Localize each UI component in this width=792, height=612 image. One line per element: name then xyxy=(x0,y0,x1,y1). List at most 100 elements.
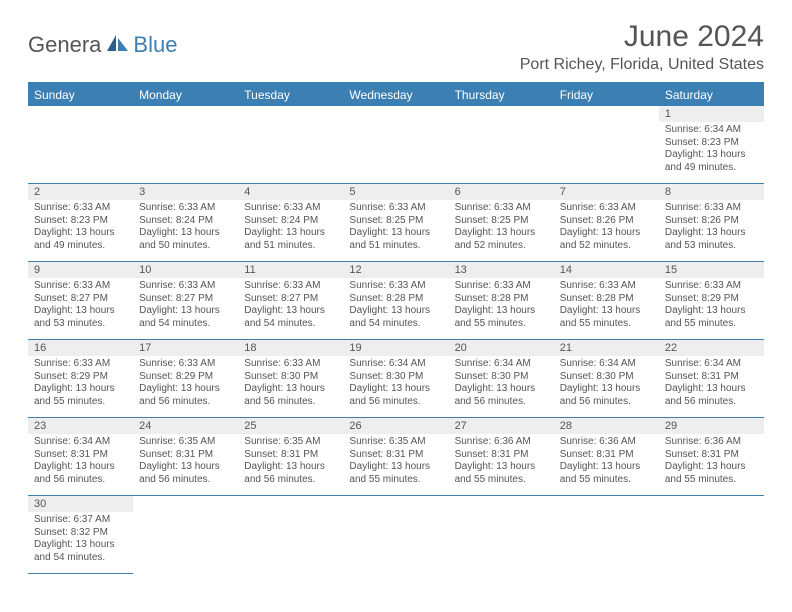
sunset-line: Sunset: 8:28 PM xyxy=(560,293,653,306)
calendar-cell: 27Sunrise: 6:36 AMSunset: 8:31 PMDayligh… xyxy=(449,418,554,496)
sunset-line: Sunset: 8:29 PM xyxy=(139,371,232,384)
day-number: 11 xyxy=(238,262,343,278)
location-text: Port Richey, Florida, United States xyxy=(520,56,764,74)
daylight-line: Daylight: 13 hours and 56 minutes. xyxy=(560,383,653,408)
sunrise-line: Sunrise: 6:33 AM xyxy=(349,280,442,293)
day-detail: Sunrise: 6:33 AMSunset: 8:24 PMDaylight:… xyxy=(238,200,343,256)
calendar-header-row: Sunday Monday Tuesday Wednesday Thursday… xyxy=(28,84,764,106)
calendar-cell xyxy=(28,106,133,184)
daylight-line: Daylight: 13 hours and 55 minutes. xyxy=(455,461,548,486)
calendar-cell: 21Sunrise: 6:34 AMSunset: 8:30 PMDayligh… xyxy=(554,340,659,418)
calendar-cell: 11Sunrise: 6:33 AMSunset: 8:27 PMDayligh… xyxy=(238,262,343,340)
day-detail: Sunrise: 6:33 AMSunset: 8:30 PMDaylight:… xyxy=(238,356,343,412)
daylight-line: Daylight: 13 hours and 52 minutes. xyxy=(455,227,548,252)
calendar-cell: 30Sunrise: 6:37 AMSunset: 8:32 PMDayligh… xyxy=(28,496,133,574)
weekday-sunday: Sunday xyxy=(28,84,133,106)
sunrise-line: Sunrise: 6:33 AM xyxy=(455,202,548,215)
sunset-line: Sunset: 8:31 PM xyxy=(560,449,653,462)
day-number: 15 xyxy=(659,262,764,278)
sunset-line: Sunset: 8:31 PM xyxy=(244,449,337,462)
day-number xyxy=(343,496,448,512)
day-number: 16 xyxy=(28,340,133,356)
sunrise-line: Sunrise: 6:34 AM xyxy=(349,358,442,371)
sunset-line: Sunset: 8:31 PM xyxy=(349,449,442,462)
day-number: 5 xyxy=(343,184,448,200)
sunrise-line: Sunrise: 6:34 AM xyxy=(34,436,127,449)
sunset-line: Sunset: 8:26 PM xyxy=(665,215,758,228)
daylight-line: Daylight: 13 hours and 56 minutes. xyxy=(455,383,548,408)
calendar-cell: 1Sunrise: 6:34 AMSunset: 8:23 PMDaylight… xyxy=(659,106,764,184)
calendar-cell xyxy=(133,106,238,184)
calendar-cell: 24Sunrise: 6:35 AMSunset: 8:31 PMDayligh… xyxy=(133,418,238,496)
calendar-cell xyxy=(343,496,448,574)
day-number xyxy=(28,106,133,122)
day-number: 4 xyxy=(238,184,343,200)
day-detail: Sunrise: 6:36 AMSunset: 8:31 PMDaylight:… xyxy=(554,434,659,490)
day-number xyxy=(554,496,659,512)
sunset-line: Sunset: 8:24 PM xyxy=(244,215,337,228)
day-number xyxy=(554,106,659,122)
weekday-friday: Friday xyxy=(554,84,659,106)
sunset-line: Sunset: 8:30 PM xyxy=(244,371,337,384)
calendar-cell: 6 Sunrise: 6:33 AMSunset: 8:25 PMDaylight… xyxy=(449,184,554,262)
day-detail: Sunrise: 6:35 AMSunset: 8:31 PMDaylight:… xyxy=(133,434,238,490)
day-number: 2 xyxy=(28,184,133,200)
sunrise-line: Sunrise: 6:37 AM xyxy=(34,514,127,527)
day-number: 25 xyxy=(238,418,343,434)
day-number: 8 xyxy=(659,184,764,200)
sunrise-line: Sunrise: 6:33 AM xyxy=(244,280,337,293)
calendar-cell: 12Sunrise: 6:33 AMSunset: 8:28 PMDayligh… xyxy=(343,262,448,340)
daylight-line: Daylight: 13 hours and 54 minutes. xyxy=(139,305,232,330)
logo-text-part1: Genera xyxy=(28,32,101,58)
weekday-saturday: Saturday xyxy=(659,84,764,106)
day-number: 26 xyxy=(343,418,448,434)
sunrise-line: Sunrise: 6:35 AM xyxy=(349,436,442,449)
calendar-cell: 10Sunrise: 6:33 AMSunset: 8:27 PMDayligh… xyxy=(133,262,238,340)
calendar-cell xyxy=(133,496,238,574)
day-number: 18 xyxy=(238,340,343,356)
daylight-line: Daylight: 13 hours and 55 minutes. xyxy=(665,305,758,330)
sunset-line: Sunset: 8:28 PM xyxy=(349,293,442,306)
sunset-line: Sunset: 8:29 PM xyxy=(665,293,758,306)
sunrise-line: Sunrise: 6:33 AM xyxy=(244,358,337,371)
day-number: 3 xyxy=(133,184,238,200)
sunrise-line: Sunrise: 6:36 AM xyxy=(665,436,758,449)
sunrise-line: Sunrise: 6:33 AM xyxy=(455,280,548,293)
day-detail: Sunrise: 6:33 AMSunset: 8:28 PMDaylight:… xyxy=(554,278,659,334)
daylight-line: Daylight: 13 hours and 53 minutes. xyxy=(34,305,127,330)
calendar-cell: 25Sunrise: 6:35 AMSunset: 8:31 PMDayligh… xyxy=(238,418,343,496)
sunset-line: Sunset: 8:30 PM xyxy=(455,371,548,384)
day-detail: Sunrise: 6:33 AMSunset: 8:29 PMDaylight:… xyxy=(28,356,133,412)
day-number: 6 xyxy=(449,184,554,200)
sunrise-line: Sunrise: 6:33 AM xyxy=(560,280,653,293)
day-detail: Sunrise: 6:35 AMSunset: 8:31 PMDaylight:… xyxy=(238,434,343,490)
sunset-line: Sunset: 8:29 PM xyxy=(34,371,127,384)
calendar-cell: 14Sunrise: 6:33 AMSunset: 8:28 PMDayligh… xyxy=(554,262,659,340)
daylight-line: Daylight: 13 hours and 55 minutes. xyxy=(34,383,127,408)
sunset-line: Sunset: 8:23 PM xyxy=(665,137,758,150)
sunset-line: Sunset: 8:30 PM xyxy=(349,371,442,384)
sunrise-line: Sunrise: 6:33 AM xyxy=(139,280,232,293)
title-block: June 2024 Port Richey, Florida, United S… xyxy=(520,20,764,74)
daylight-line: Daylight: 13 hours and 55 minutes. xyxy=(560,461,653,486)
day-number xyxy=(133,496,238,512)
day-detail: Sunrise: 6:34 AMSunset: 8:30 PMDaylight:… xyxy=(554,356,659,412)
day-detail: Sunrise: 6:36 AMSunset: 8:31 PMDaylight:… xyxy=(449,434,554,490)
day-number: 22 xyxy=(659,340,764,356)
weekday-monday: Monday xyxy=(133,84,238,106)
calendar-cell: 29Sunrise: 6:36 AMSunset: 8:31 PMDayligh… xyxy=(659,418,764,496)
calendar-cell xyxy=(238,496,343,574)
daylight-line: Daylight: 13 hours and 55 minutes. xyxy=(455,305,548,330)
sunrise-line: Sunrise: 6:33 AM xyxy=(139,202,232,215)
day-detail: Sunrise: 6:33 AMSunset: 8:27 PMDaylight:… xyxy=(133,278,238,334)
day-number xyxy=(133,106,238,122)
sunset-line: Sunset: 8:25 PM xyxy=(455,215,548,228)
day-number xyxy=(659,496,764,512)
day-detail: Sunrise: 6:34 AMSunset: 8:23 PMDaylight:… xyxy=(659,122,764,178)
sunrise-line: Sunrise: 6:33 AM xyxy=(34,280,127,293)
sunrise-line: Sunrise: 6:34 AM xyxy=(560,358,653,371)
calendar-cell: 13Sunrise: 6:33 AMSunset: 8:28 PMDayligh… xyxy=(449,262,554,340)
sunset-line: Sunset: 8:28 PM xyxy=(455,293,548,306)
day-number: 10 xyxy=(133,262,238,278)
sunrise-line: Sunrise: 6:36 AM xyxy=(560,436,653,449)
